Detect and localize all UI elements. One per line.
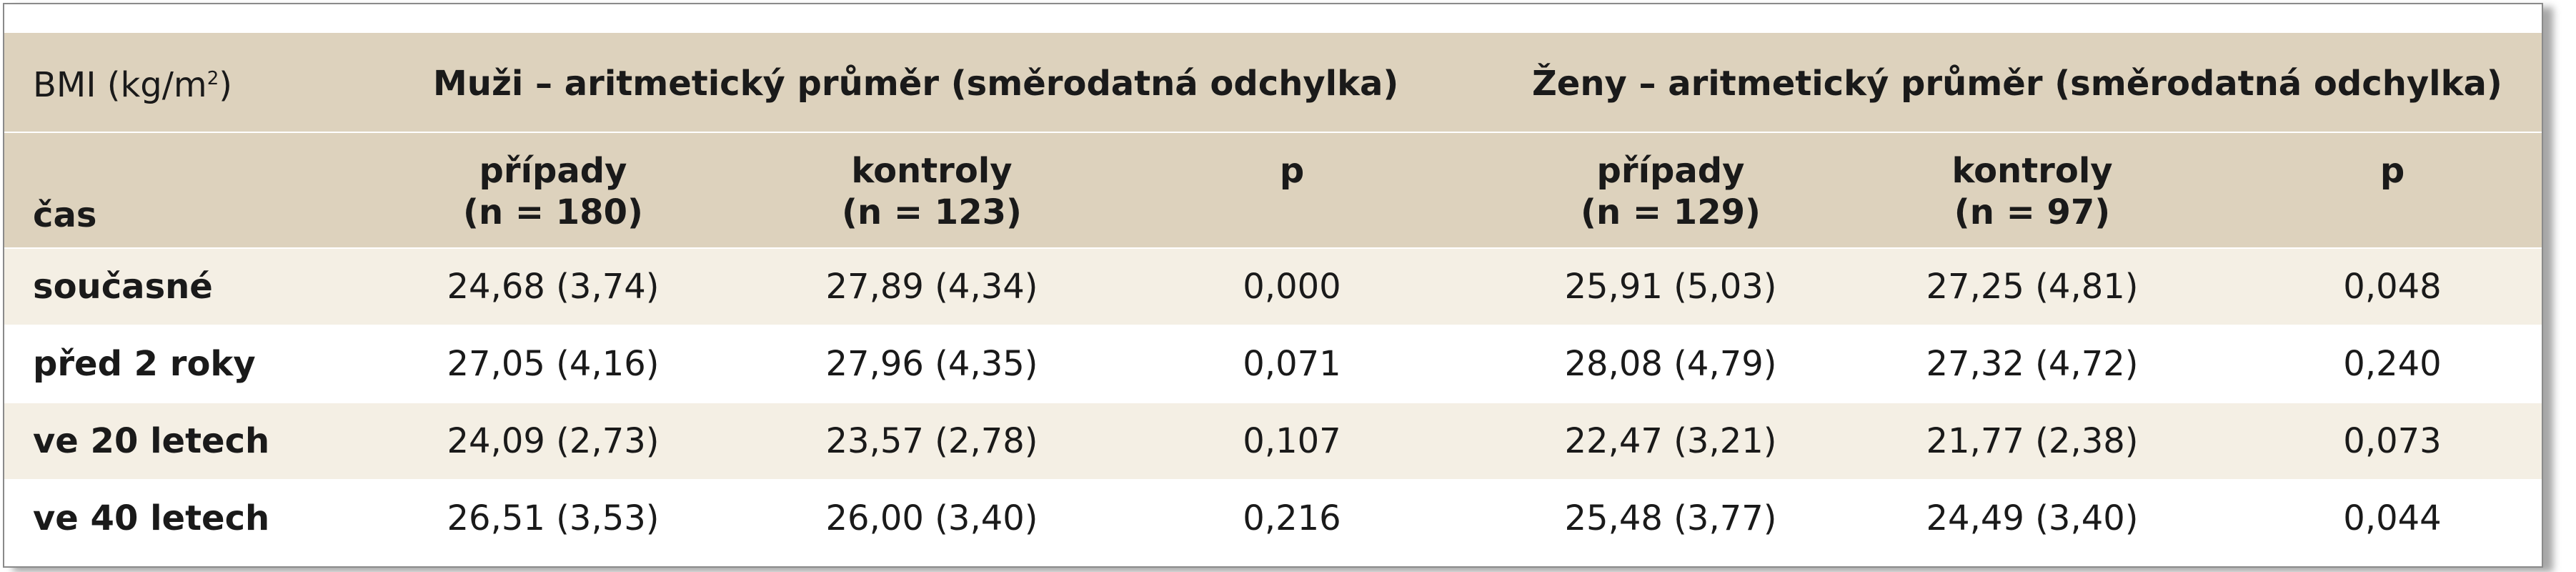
cell-value: 26,00 (3,40)	[825, 498, 1038, 538]
subheader-line: (n = 97)	[1954, 192, 2111, 232]
subheader: kontroly (n = 97)	[1951, 150, 2112, 233]
corner-text: BMI (kg/m	[33, 65, 207, 105]
cell-value: 24,09 (2,73)	[447, 421, 660, 461]
subheader-line: případy	[479, 151, 627, 191]
cell-value: 0,240	[2343, 344, 2442, 384]
corner-text: )	[219, 65, 232, 105]
cell-value: 24,49 (3,40)	[1926, 498, 2139, 538]
group-header: Muži – aritmetický průměr (směrodatná od…	[433, 64, 1399, 104]
row-label: ve 20 letech	[33, 421, 270, 461]
cell-value: 0,000	[1243, 267, 1341, 307]
cell-value: 27,89 (4,34)	[825, 267, 1038, 307]
data-row: před 2 roky 27,05 (4,16) 27,96 (4,35) 0,071…	[4, 326, 2542, 402]
cell-value: 27,25 (4,81)	[1926, 267, 2139, 307]
subheader-line: (n = 129)	[1581, 192, 1761, 232]
cell-value: 0,071	[1243, 344, 1341, 384]
subheader-line: případy	[1596, 151, 1745, 191]
subheader-line: p	[2379, 151, 2405, 191]
cell-value: 23,57 (2,78)	[825, 421, 1038, 461]
row-label: před 2 roky	[33, 344, 256, 384]
cell-value: 0,044	[2343, 498, 2442, 538]
subheader-line: kontroly	[851, 151, 1013, 191]
row-label: současné	[33, 267, 213, 307]
cell-value: 0,048	[2343, 267, 2442, 307]
subheader-line: (n = 180)	[463, 192, 643, 232]
row-label: ve 40 letech	[33, 498, 270, 538]
header-row: čas případy (n = 180) kontroly (n = 123) p pří…	[4, 133, 2542, 247]
corner-label: BMI (kg/m2)	[33, 64, 232, 106]
group-header: Ženy – aritmetický průměr (směrodatná od…	[1532, 64, 2502, 104]
subheader: případy (n = 129)	[1581, 150, 1761, 233]
cell-value: 0,216	[1243, 498, 1341, 538]
subheader: případy (n = 180)	[463, 150, 643, 233]
data-row: současné 24,68 (3,74) 27,89 (4,34) 0,000 25,…	[4, 249, 2542, 325]
subheader-line: (n = 123)	[842, 192, 1022, 232]
cell-value: 24,68 (3,74)	[447, 267, 660, 307]
cell-value: 28,08 (4,79)	[1564, 344, 1777, 384]
subheader: p	[1280, 150, 1304, 192]
data-row: ve 20 letech 24,09 (2,73) 23,57 (2,78) 0,10…	[4, 403, 2542, 479]
cell-value: 26,51 (3,53)	[447, 498, 660, 538]
subheader: p	[2380, 150, 2405, 192]
cell-value: 27,96 (4,35)	[825, 344, 1038, 384]
data-row: ve 40 letech 26,51 (3,53) 26,00 (3,40) 0,21…	[4, 480, 2542, 556]
subheader: kontroly (n = 123)	[842, 150, 1022, 233]
table: BMI (kg/m2) Muži – aritmetický průměr (sm…	[3, 3, 2543, 568]
cell-value: 25,48 (3,77)	[1564, 498, 1777, 538]
time-label: čas	[33, 195, 97, 235]
cell-value: 25,91 (5,03)	[1564, 267, 1777, 307]
cell-value: 27,05 (4,16)	[447, 344, 660, 384]
cell-value: 0,073	[2343, 421, 2442, 461]
cell-value: 27,32 (4,72)	[1926, 344, 2139, 384]
header-row: BMI (kg/m2) Muži – aritmetický průměr (sm…	[4, 33, 2542, 132]
corner-sup: 2	[207, 68, 219, 89]
subheader-line: p	[1279, 151, 1305, 191]
subheader-line: kontroly	[1951, 151, 2113, 191]
cell-value: 21,77 (2,38)	[1926, 421, 2139, 461]
cell-value: 22,47 (3,21)	[1564, 421, 1777, 461]
cell-value: 0,107	[1243, 421, 1341, 461]
